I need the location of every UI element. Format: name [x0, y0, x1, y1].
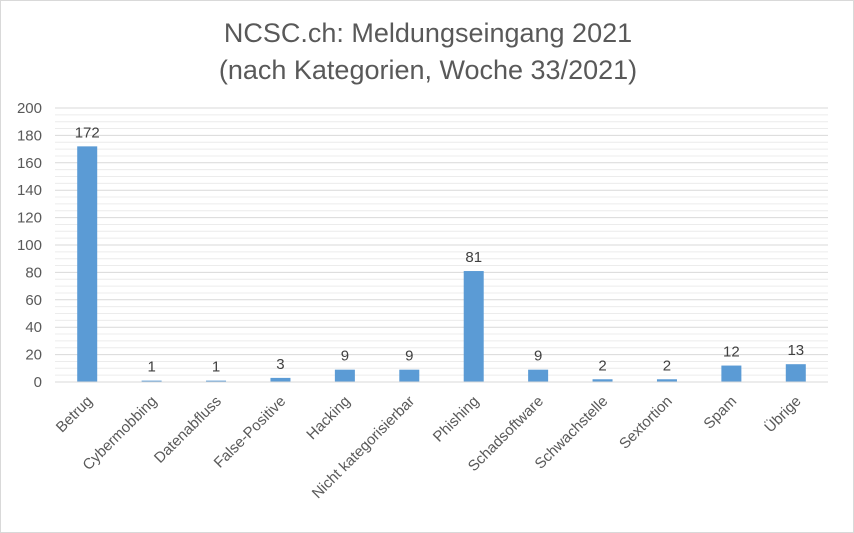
- x-tick-label: Betrug: [53, 393, 96, 436]
- y-tick-label: 140: [17, 182, 42, 199]
- bar: [528, 369, 549, 382]
- data-label: 1: [212, 359, 220, 376]
- bar: [334, 369, 355, 382]
- x-tick-label: Sextortion: [616, 393, 676, 453]
- y-tick-label: 180: [17, 127, 42, 144]
- bar: [270, 377, 291, 382]
- data-label: 1: [147, 359, 155, 376]
- y-tick-label: 60: [25, 292, 42, 309]
- y-tick-label: 200: [17, 100, 42, 117]
- bar: [206, 380, 227, 382]
- x-tick-label: Phishing: [430, 393, 483, 446]
- x-tick-label: Spam: [700, 393, 740, 433]
- bar: [656, 379, 677, 382]
- data-label: 2: [663, 357, 671, 374]
- bar: [77, 146, 98, 382]
- data-label: 2: [598, 357, 606, 374]
- bar: [721, 365, 742, 382]
- y-tick-label: 0: [34, 374, 42, 391]
- y-tick-label: 20: [25, 347, 42, 364]
- chart-title: NCSC.ch: Meldungseingang 2021: [223, 18, 633, 48]
- y-tick-label: 100: [17, 237, 42, 254]
- data-label: 3: [276, 356, 284, 373]
- y-tick-label: 80: [25, 264, 42, 281]
- bar: [463, 271, 484, 382]
- x-tick-label: Übrige: [761, 392, 805, 436]
- bar: [785, 364, 806, 382]
- data-label: 12: [723, 344, 740, 361]
- bar: [141, 380, 162, 382]
- y-tick-label: 160: [17, 155, 42, 172]
- data-label: 9: [534, 348, 542, 365]
- bar: [399, 369, 420, 382]
- x-tick-label: Hacking: [303, 393, 353, 443]
- chart-title-block: NCSC.ch: Meldungseingang 2021 (nach Kate…: [1, 15, 854, 89]
- data-label: 13: [787, 342, 804, 359]
- y-tick-label: 120: [17, 210, 42, 227]
- data-label: 9: [341, 348, 349, 365]
- data-label: 172: [75, 124, 100, 141]
- bar: [592, 379, 613, 382]
- y-tick-label: 40: [25, 319, 42, 336]
- chart-subtitle: (nach Kategorien, Woche 33/2021): [218, 55, 638, 85]
- data-label: 9: [405, 348, 413, 365]
- data-label: 81: [465, 249, 482, 266]
